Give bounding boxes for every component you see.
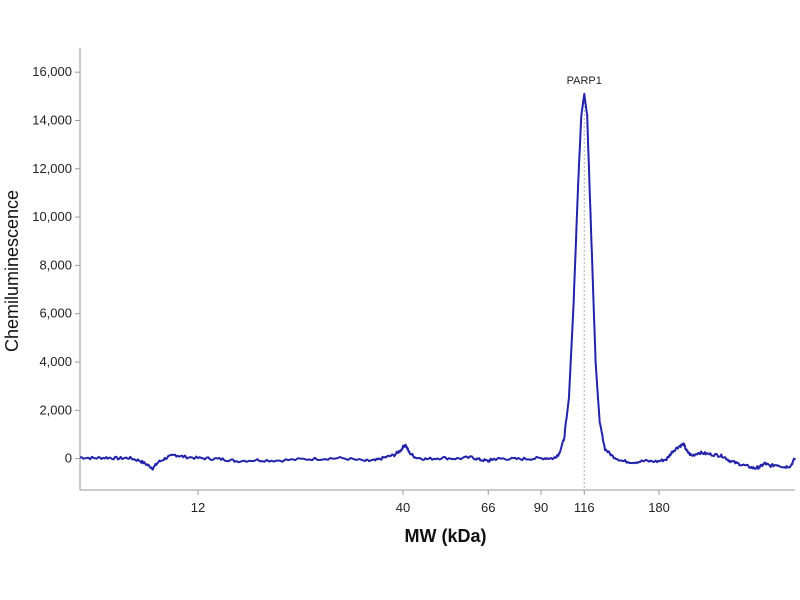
peak-label: PARP1 xyxy=(567,75,602,87)
x-tick-label: 40 xyxy=(396,500,410,515)
x-tick-label: 180 xyxy=(648,500,670,515)
x-tick-label: 12 xyxy=(191,500,205,515)
x-axis-label: MW (kDa) xyxy=(405,526,487,546)
axes xyxy=(79,48,795,491)
y-tick-label: 8,000 xyxy=(39,257,72,272)
y-tick-label: 2,000 xyxy=(39,402,72,417)
x-ticks: 12 40 66 90 116 180 xyxy=(191,490,670,515)
y-tick-label: 12,000 xyxy=(32,161,72,176)
y-tick-label: 10,000 xyxy=(32,209,72,224)
x-tick-label: 116 xyxy=(574,500,595,515)
y-tick-label: 0 xyxy=(65,451,72,466)
y-tick-label: 4,000 xyxy=(39,354,72,369)
y-ticks: 0 2,000 4,000 6,000 8,000 10,000 12,000 14,000 1… xyxy=(32,64,80,466)
y-tick-label: 16,000 xyxy=(32,64,72,79)
y-axis-label: Chemiluminescence xyxy=(2,190,22,352)
x-tick-label: 90 xyxy=(534,500,548,515)
y-tick-label: 6,000 xyxy=(39,306,72,321)
x-tick-label: 66 xyxy=(481,500,495,515)
y-tick-label: 14,000 xyxy=(32,112,72,127)
series-line xyxy=(79,92,796,471)
